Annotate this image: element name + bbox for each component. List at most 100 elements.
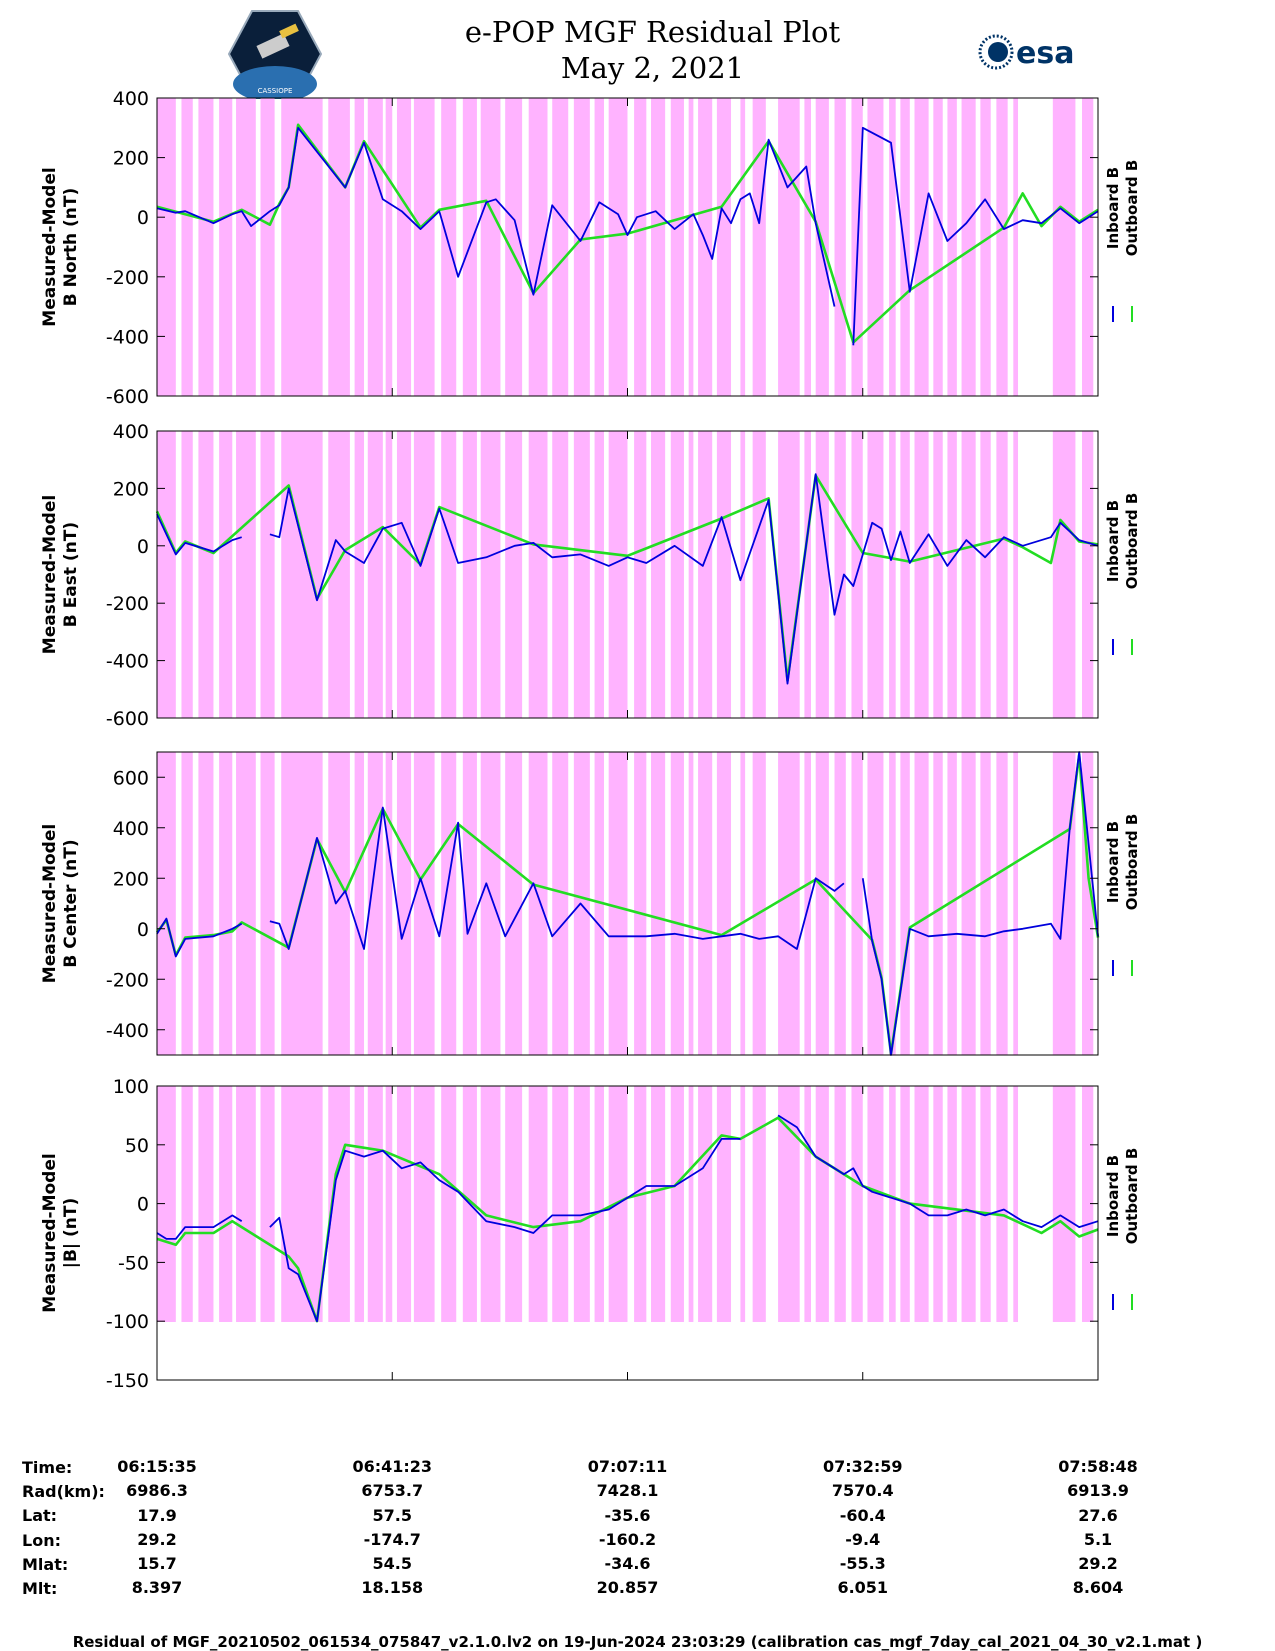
data-gap-shade [1013,1086,1019,1322]
info-row: Lon: 29.2 -174.7 -160.2 -9.4 5.1 [0,1528,1112,1552]
data-gap-shade [651,98,666,396]
outboard-series-line [155,753,1100,1055]
data-gap-shade [462,752,477,1055]
data-gap-shade [778,752,800,1055]
y-tick-label: 400 [113,421,149,443]
data-gap-shade [219,1086,233,1322]
data-gap-shade [933,431,943,718]
info-row: Mlat: 15.7 54.5 -34.6 -55.3 29.2 [0,1552,1118,1576]
data-gap-shade [441,431,457,718]
info-row-label: Mlt: [22,1579,58,1599]
data-gap-shade [396,752,412,1055]
data-gap-shade [752,752,766,1055]
data-gap-shade [688,752,694,1055]
cassiope-logo: CASSIOPE [228,10,322,99]
y-axis-label-line: Measured-Model [40,824,60,983]
info-value: -34.6 [604,1554,651,1574]
y-tick-label: -400 [106,326,149,348]
data-gap-shade [740,98,746,396]
data-gap-shade [634,431,647,718]
data-gap-shade [996,98,1008,396]
data-gap-shade [219,752,233,1055]
title-line-1: e-POP MGF Residual Plot [464,15,841,49]
y-tick-label: -400 [106,651,149,673]
legend-inboard-label: Inboard B [1104,167,1122,249]
data-gap-shade [1052,98,1076,396]
data-gap-shade [778,1086,800,1322]
chart-title: e-POP MGF Residual Plot May 2, 2021 [0,14,1275,86]
data-gap-shade [505,752,523,1055]
y-axis-label-line: B Center (nT) [61,839,81,967]
data-gap-shade [462,431,477,718]
y-axis-label-line: Measured-Model [40,167,60,326]
info-value: 29.2 [1078,1554,1118,1574]
data-gap-shade [367,431,383,718]
info-value: 6986.3 [126,1481,188,1501]
data-gap-shade [608,752,628,1055]
data-gap-shade [385,98,393,396]
data-gap-shade [260,1086,275,1322]
data-gap-shade [961,98,976,396]
data-gap-shade [815,1086,829,1322]
data-gap-shade [528,98,548,396]
info-value: -55.3 [839,1554,886,1574]
info-value: -35.6 [604,1505,651,1525]
y-tick-label: 200 [113,478,149,500]
data-gap-shade [396,1086,412,1322]
y-tick-label: -50 [118,1252,149,1274]
info-value: -9.4 [845,1529,881,1549]
data-gap-shade [396,98,412,396]
data-gap-shade [900,1086,910,1322]
data-gap-shade [480,1086,501,1322]
info-value: 06:15:35 [117,1457,197,1476]
y-axis-label-line: B North (nT) [61,188,81,307]
data-gap-shade [441,1086,457,1322]
data-gap-shade [900,431,910,718]
data-gap-shade [354,752,365,1055]
info-value: 18.158 [361,1578,424,1598]
info-value: -160.2 [598,1529,657,1549]
data-gap-shade [914,752,929,1055]
data-gap-shade [573,98,590,396]
info-row: Lat: 17.9 57.5 -35.6 -60.4 27.6 [0,1504,1118,1528]
data-gap-shade [198,98,214,396]
y-tick-label: 0 [137,1194,149,1216]
data-gap-shade [528,1086,548,1322]
info-value: 5.1 [1083,1529,1113,1549]
data-gap-shade [634,98,647,396]
data-gap-shade [528,431,548,718]
y-axis-label: Measured-ModelB North (nT) [40,167,81,326]
data-gap-shade [181,98,193,396]
y-tick-label: -200 [106,267,149,289]
data-gap-shade [867,98,884,396]
data-gap-shade [219,98,233,396]
data-gap-shade [236,1086,256,1322]
data-gap-shade [688,431,694,718]
data-gap-shade [688,98,694,396]
panel-1: 400 200 0 -200 -400 -600 Measured-ModelB North… [40,88,1141,408]
data-gap-shade [752,98,766,396]
data-gap-shade [354,431,365,718]
esa-logo-text: esa [1016,36,1074,71]
data-gap-shade [716,98,732,396]
data-gap-shade [961,752,976,1055]
data-gap-shade [413,752,435,1055]
data-gap-shade [608,431,628,718]
data-gap-shade [198,431,214,718]
y-tick-label: 600 [113,767,149,789]
data-gap-shade [752,1086,766,1322]
data-gap-shade [716,431,732,718]
data-gap-shade [157,98,176,396]
data-gap-shade [157,752,176,1055]
data-gap-shade [804,431,811,718]
data-gap-shade [851,752,863,1055]
info-row: Time: 06:15:35 06:41:23 07:07:11 07:32:59 07:… [0,1455,1138,1479]
data-gap-shade [608,98,628,396]
info-value: -60.4 [839,1505,886,1525]
legend-inboard-label: Inboard B [1104,821,1122,903]
legend-outboard-label: Outboard B [1123,493,1141,590]
data-gap-shade [552,98,569,396]
data-gap-shade [367,98,383,396]
data-gap-shade [698,1086,713,1322]
data-gap-shade [740,1086,746,1322]
